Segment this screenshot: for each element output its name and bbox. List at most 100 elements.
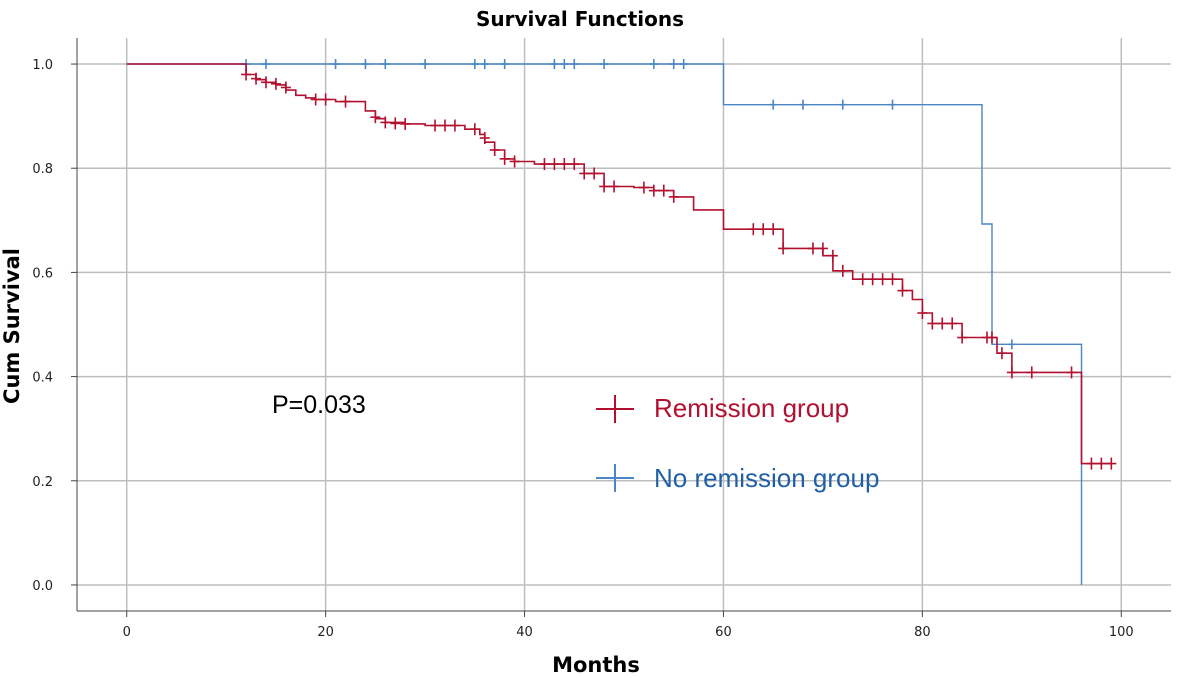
censor-mark-remission-3 [270, 77, 281, 90]
censor-mark-remission-57 [1096, 457, 1107, 470]
censor-mark-remission-52 [996, 347, 1007, 360]
censor-mark-remission-9 [380, 116, 391, 129]
censor-mark-remission-53 [1006, 366, 1017, 379]
censor-mark-remission-27 [609, 180, 620, 193]
censor-mark-no_remission-9 [550, 59, 559, 70]
censor-mark-remission-34 [768, 223, 779, 236]
censor-mark-remission-17 [489, 143, 500, 156]
censor-mark-remission-5 [310, 93, 321, 106]
censor-mark-no_remission-13 [649, 59, 658, 70]
censor-mark-no_remission-6 [470, 59, 479, 70]
censor-mark-remission-55 [1066, 366, 1077, 379]
legend-label-remission: Remission group [654, 393, 849, 423]
y-tick-label-5: 1.0 [32, 58, 53, 73]
censor-mark-remission-56 [1086, 457, 1097, 470]
censor-mark-remission-44 [897, 284, 908, 297]
censor-mark-remission-1 [251, 72, 262, 85]
censor-mark-remission-33 [758, 223, 769, 236]
censor-mark-remission-15 [469, 123, 480, 136]
censor-mark-remission-16 [479, 132, 490, 145]
series-layer [126, 59, 1117, 585]
p-value-annotation: P=0.033 [272, 391, 366, 419]
y-tick-label-4: 0.8 [32, 162, 53, 177]
y-tick-label-1: 0.2 [32, 475, 53, 490]
tick-labels: 0 20 40 60 80 100 0.0 0.2 0.4 0.6 0.8 1.0 [32, 58, 1133, 640]
survival-curve-no_remission [126, 63, 1083, 585]
censor-mark-remission-18 [499, 152, 510, 165]
censor-mark-no_remission-15 [679, 59, 688, 70]
censor-mark-remission-40 [857, 273, 868, 286]
censor-mark-remission-31 [668, 190, 679, 203]
censor-mark-no_remission-12 [600, 59, 609, 70]
censor-mark-no_remission-2 [331, 59, 340, 70]
censor-mark-remission-2 [260, 76, 271, 89]
censor-mark-remission-41 [867, 273, 878, 286]
censor-mark-remission-47 [937, 317, 948, 330]
y-tick-label-0: 0.0 [32, 579, 53, 594]
censor-mark-remission-6 [320, 93, 331, 106]
legend: Remission group No remission group [596, 393, 879, 493]
censor-mark-no_remission-5 [421, 59, 430, 70]
censor-mark-remission-25 [589, 167, 600, 180]
censor-mark-remission-36 [807, 242, 818, 255]
y-tick-label-3: 0.6 [32, 266, 53, 281]
censor-mark-no_remission-1 [261, 59, 270, 70]
censor-mark-remission-32 [748, 223, 759, 236]
censor-mark-no_remission-10 [560, 59, 569, 70]
censor-mark-no_remission-3 [361, 59, 370, 70]
censor-mark-remission-37 [817, 242, 828, 255]
censor-mark-remission-4 [280, 81, 291, 94]
censor-mark-remission-7 [340, 95, 351, 108]
x-tick-label-5: 100 [1109, 625, 1134, 640]
x-tick-label-1: 20 [317, 625, 334, 640]
y-tick-label-2: 0.4 [32, 371, 53, 386]
censor-mark-no_remission-8 [500, 59, 509, 70]
x-tick-label-3: 60 [715, 625, 732, 640]
censor-mark-remission-28 [638, 181, 649, 194]
censor-mark-no_remission-17 [799, 99, 808, 110]
censor-mark-remission-10 [390, 117, 401, 130]
y-axis-label: Cum Survival [0, 248, 24, 404]
censor-mark-remission-8 [370, 111, 381, 124]
x-tick-label-4: 80 [914, 625, 931, 640]
censor-mark-remission-13 [439, 119, 450, 132]
censor-mark-no_remission-7 [480, 59, 489, 70]
censor-mark-remission-22 [559, 158, 570, 171]
censor-mark-remission-29 [648, 184, 659, 197]
legend-marker-no-remission [596, 464, 634, 492]
censor-mark-remission-54 [1026, 366, 1037, 379]
censor-mark-remission-23 [569, 158, 580, 171]
censor-mark-no_remission-16 [769, 99, 778, 110]
censor-mark-remission-14 [449, 119, 460, 132]
censor-mark-remission-43 [887, 273, 898, 286]
legend-label-no-remission: No remission group [654, 463, 879, 493]
x-tick-label-2: 40 [516, 625, 533, 640]
censor-mark-no_remission-20 [1007, 339, 1016, 350]
censor-mark-no_remission-4 [381, 59, 390, 70]
chart-title: Survival Functions [476, 7, 684, 31]
x-axis-label: Months [552, 653, 640, 677]
censor-mark-remission-45 [917, 307, 928, 320]
censor-mark-remission-11 [400, 117, 411, 130]
censor-mark-remission-42 [877, 273, 888, 286]
x-tick-label-0: 0 [123, 625, 131, 640]
censor-mark-remission-38 [827, 249, 838, 262]
grid-layer [77, 38, 1171, 611]
censor-mark-remission-58 [1106, 457, 1117, 470]
legend-marker-remission [596, 395, 634, 423]
censor-mark-remission-39 [837, 264, 848, 277]
censor-mark-remission-51 [986, 331, 997, 344]
censor-mark-remission-30 [658, 184, 669, 197]
censor-mark-remission-46 [927, 317, 938, 330]
censor-mark-no_remission-14 [669, 59, 678, 70]
censor-mark-no_remission-19 [888, 99, 897, 110]
censor-mark-remission-20 [539, 158, 550, 171]
censor-mark-remission-49 [957, 331, 968, 344]
censor-mark-remission-12 [430, 119, 441, 132]
censor-mark-no_remission-18 [838, 99, 847, 110]
censor-mark-remission-26 [599, 180, 610, 193]
censor-mark-no_remission-11 [570, 59, 579, 70]
survival-curve-remission [126, 63, 1112, 465]
